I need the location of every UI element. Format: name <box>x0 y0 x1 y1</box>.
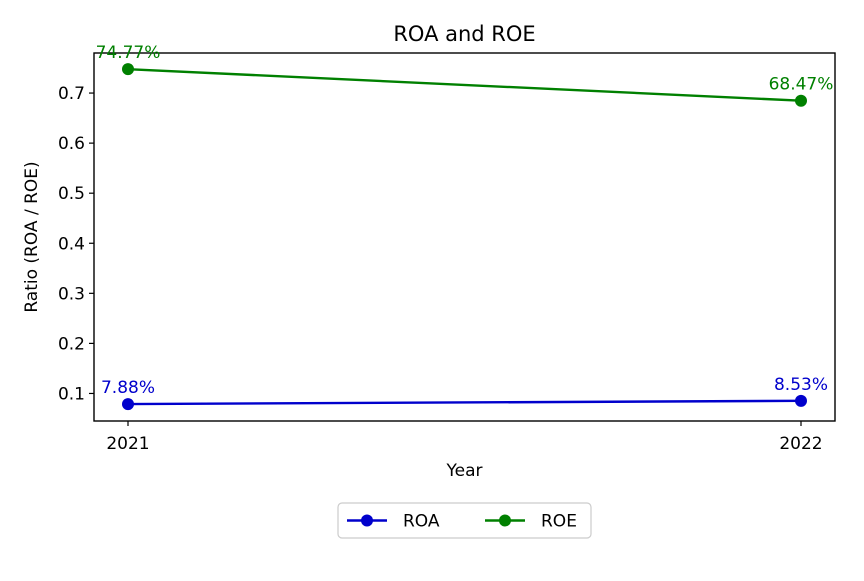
y-tick-label: 0.4 <box>58 234 85 254</box>
chart-title: ROA and ROE <box>393 22 535 46</box>
x-tick-label: 2022 <box>779 434 822 454</box>
y-tick-label: 0.6 <box>58 134 85 154</box>
y-axis-label: Ratio (ROA / ROE) <box>22 161 42 312</box>
axes-frame <box>93 52 836 422</box>
data-point-roa <box>795 394 807 407</box>
y-tick-label: 0.5 <box>58 184 85 204</box>
data-label-roe: 74.77% <box>96 43 161 63</box>
data-point-roe <box>122 63 134 76</box>
data-point-roa <box>122 398 134 411</box>
x-axis-label: Year <box>446 461 483 481</box>
legend-label-roe: ROE <box>541 512 577 532</box>
data-label-roa: 7.88% <box>101 378 155 398</box>
legend-label-roa: ROA <box>403 512 440 532</box>
y-tick-label: 0.1 <box>58 384 85 404</box>
series-line-roe <box>127 67 802 102</box>
data-label-roa: 8.53% <box>774 375 828 395</box>
legend-marker-roa <box>361 514 373 527</box>
data-point-roe <box>795 94 807 107</box>
data-label-roe: 68.47% <box>769 75 834 95</box>
x-tick-label: 2021 <box>106 434 149 454</box>
legend-box <box>337 502 592 539</box>
y-tick-label: 0.2 <box>58 334 85 354</box>
plot-area: 0.1 0.2 0.3 0.4 0.5 0.6 0.7 2021 2022 7.88% 8.53% 7… <box>58 43 836 454</box>
legend-marker-roe <box>499 514 511 527</box>
y-tick-label: 0.3 <box>58 284 85 304</box>
legend: ROA ROE <box>337 502 592 539</box>
series-line-roa <box>127 399 802 406</box>
y-tick-label: 0.7 <box>58 84 85 104</box>
